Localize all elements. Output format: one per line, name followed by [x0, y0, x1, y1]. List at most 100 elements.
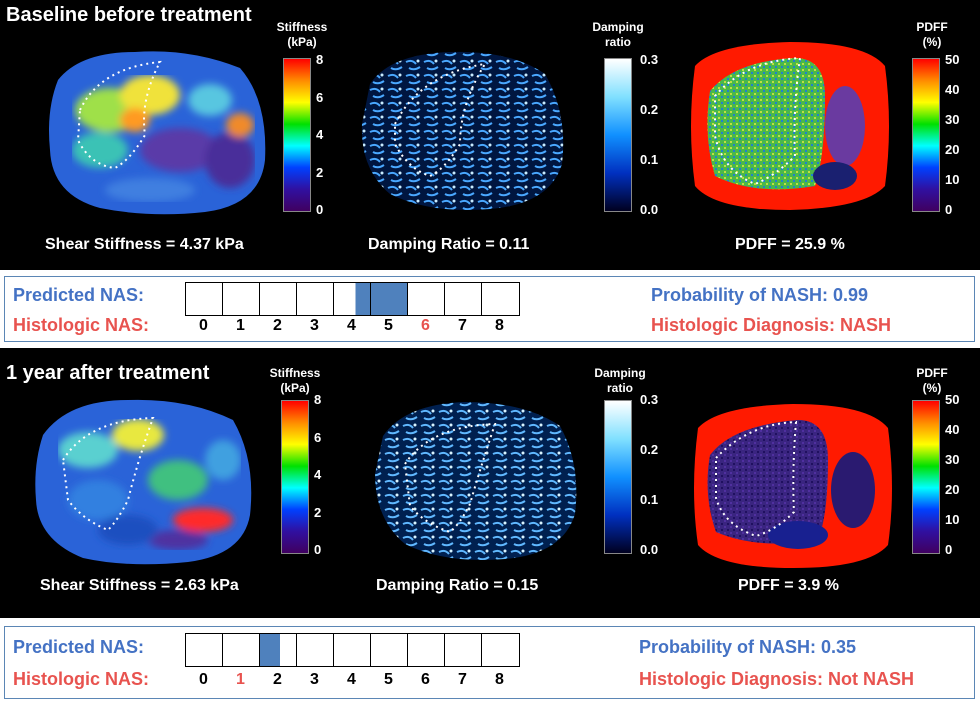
- followup-damping-map: [365, 394, 585, 566]
- pdff-tick-label: 30: [945, 112, 960, 127]
- nas-scale-cell: [260, 283, 297, 315]
- baseline-damping-colorbar: [604, 58, 632, 212]
- stiff-tick-label: 6: [314, 430, 322, 445]
- baseline-damping-map: [350, 44, 570, 216]
- followup-damping-colorbar-title: Damping ratio: [594, 366, 646, 395]
- nas-scale-cell: [408, 634, 445, 666]
- baseline-histologic-nas-label: Histologic NAS:: [13, 315, 150, 335]
- baseline-histologic-diagnosis: Histologic Diagnosis: NASH: [651, 315, 892, 335]
- nas-scale-number: 2: [273, 671, 282, 688]
- followup-stiffness-metric: Shear Stiffness = 2.63 kPa: [40, 577, 239, 594]
- nas-scale-cell: [445, 634, 482, 666]
- nas-scale-cell: [297, 634, 334, 666]
- nas-scale-number: 2: [273, 317, 282, 334]
- nas-scale-number: 1: [236, 317, 245, 334]
- followup-pdff-colorbar: [912, 400, 940, 554]
- damp-tick-label: 0.3: [640, 392, 659, 407]
- followup-title: 1 year after treatment: [6, 362, 210, 384]
- nas-scale-cell: [297, 283, 334, 315]
- baseline-stiffness-colorbar-title: Stiffness (kPa): [276, 20, 328, 49]
- baseline-histologic-nas-scale: 0 1 2 3 4 5 6 7 8: [185, 317, 518, 335]
- pdff-tick-label: 10: [945, 172, 960, 187]
- pdff-tick-label: 40: [945, 422, 960, 437]
- pdff-tick-label: 40: [945, 82, 960, 97]
- stiff-tick-label: 8: [314, 392, 322, 407]
- followup-pdff-metric: PDFF = 3.9 %: [738, 577, 839, 594]
- baseline-damping-colorbar-title: Damping ratio: [592, 20, 644, 49]
- baseline-nas-box: Predicted NAS: Histologic NAS: 0 1 2 3 4 5 6 7 8…: [4, 276, 975, 342]
- stiff-tick-label: 0: [316, 202, 324, 217]
- followup-predicted-nas-label: Predicted NAS:: [13, 637, 145, 657]
- followup-pdff-map: [688, 400, 898, 572]
- damp-tick-label: 0.0: [640, 542, 659, 557]
- nas-scale-number: 4: [347, 317, 356, 334]
- damp-tick-label: 0.1: [640, 152, 659, 167]
- nas-scale-number: 5: [384, 317, 393, 334]
- nas-scale-cell: [334, 283, 371, 315]
- pdff-tick-label: 30: [945, 452, 960, 467]
- baseline-predicted-nas-label: Predicted NAS:: [13, 285, 145, 305]
- nas-scale-cell: [371, 634, 408, 666]
- followup-stiffness-colorbar: [281, 400, 309, 554]
- nas-scale-number: 4: [347, 671, 356, 688]
- baseline-pdff-map: [685, 36, 895, 214]
- nas-scale-cell: [186, 283, 223, 315]
- baseline-pdff-colorbar-title: PDFF (%): [916, 20, 948, 49]
- damp-tick-label: 0.0: [640, 202, 659, 217]
- nas-scale-number: 6: [421, 317, 430, 334]
- stiff-tick-label: 4: [316, 127, 324, 142]
- nas-scale-number: 0: [199, 317, 208, 334]
- nas-scale-number: 0: [199, 671, 208, 688]
- stiff-tick-label: 0: [314, 542, 322, 557]
- nas-scale-number: 8: [495, 671, 504, 688]
- baseline-pdff-metric: PDFF = 25.9 %: [735, 236, 845, 253]
- nas-scale-cell: [223, 634, 260, 666]
- baseline-damping-metric: Damping Ratio = 0.11: [368, 236, 530, 253]
- baseline-stiffness-metric: Shear Stiffness = 4.37 kPa: [45, 236, 244, 253]
- followup-damping-metric: Damping Ratio = 0.15: [376, 577, 539, 594]
- nas-scale-number: 1: [236, 671, 245, 688]
- damp-tick-label: 0.3: [640, 52, 659, 67]
- nas-scale-number: 3: [310, 317, 319, 334]
- baseline-panel: Baseline before treatment Stiffness (kPa): [0, 0, 980, 270]
- followup-histologic-nas-label: Histologic NAS:: [13, 669, 150, 689]
- baseline-predicted-nas-scale: [185, 282, 520, 316]
- nas-scale-cell: [186, 634, 223, 666]
- baseline-stiffness-colorbar: [283, 58, 311, 212]
- nas-scale-cell: [408, 283, 445, 315]
- nas-scale-number: 7: [458, 317, 467, 334]
- followup-pdff-colorbar-title: PDFF (%): [916, 366, 948, 395]
- pdff-tick-label: 50: [945, 392, 960, 407]
- nas-scale-number: 5: [384, 671, 393, 688]
- nas-scale-number: 8: [495, 317, 504, 334]
- followup-stiffness-map: [28, 390, 258, 570]
- damp-tick-label: 0.2: [640, 442, 659, 457]
- pdff-tick-label: 20: [945, 482, 960, 497]
- nas-scale-number: 6: [421, 671, 430, 688]
- stiff-tick-label: 6: [316, 90, 324, 105]
- nas-scale-cell: [445, 283, 482, 315]
- baseline-title: Baseline before treatment: [6, 4, 252, 26]
- followup-damping-colorbar: [604, 400, 632, 554]
- followup-nas-box: Predicted NAS: Histologic NAS: 0 1 2 3 4 5 6 7 8…: [4, 626, 975, 699]
- damp-tick-label: 0.2: [640, 102, 659, 117]
- stiff-tick-label: 2: [316, 165, 324, 180]
- followup-histologic-nas-scale: 0 1 2 3 4 5 6 7 8: [185, 671, 518, 689]
- followup-stiffness-colorbar-title: Stiffness (kPa): [269, 366, 321, 395]
- pdff-tick-label: 50: [945, 52, 960, 67]
- stiff-tick-label: 2: [314, 505, 322, 520]
- pdff-tick-label: 0: [945, 202, 953, 217]
- nas-scale-cell: [371, 283, 408, 315]
- nas-scale-cell: [260, 634, 297, 666]
- followup-predicted-nas-scale: [185, 633, 520, 667]
- followup-probability-nash: Probability of NASH: 0.35: [639, 637, 857, 657]
- followup-panel: 1 year after treatment Stiffness (kPa) 8 …: [0, 348, 980, 618]
- nas-scale-cell: [482, 283, 519, 315]
- pdff-tick-label: 10: [945, 512, 960, 527]
- pdff-tick-label: 0: [945, 542, 953, 557]
- stiff-tick-label: 4: [314, 467, 322, 482]
- nas-scale-cell: [482, 634, 519, 666]
- nas-scale-number: 7: [458, 671, 467, 688]
- baseline-stiffness-map: [40, 40, 270, 220]
- stiff-tick-label: 8: [316, 52, 324, 67]
